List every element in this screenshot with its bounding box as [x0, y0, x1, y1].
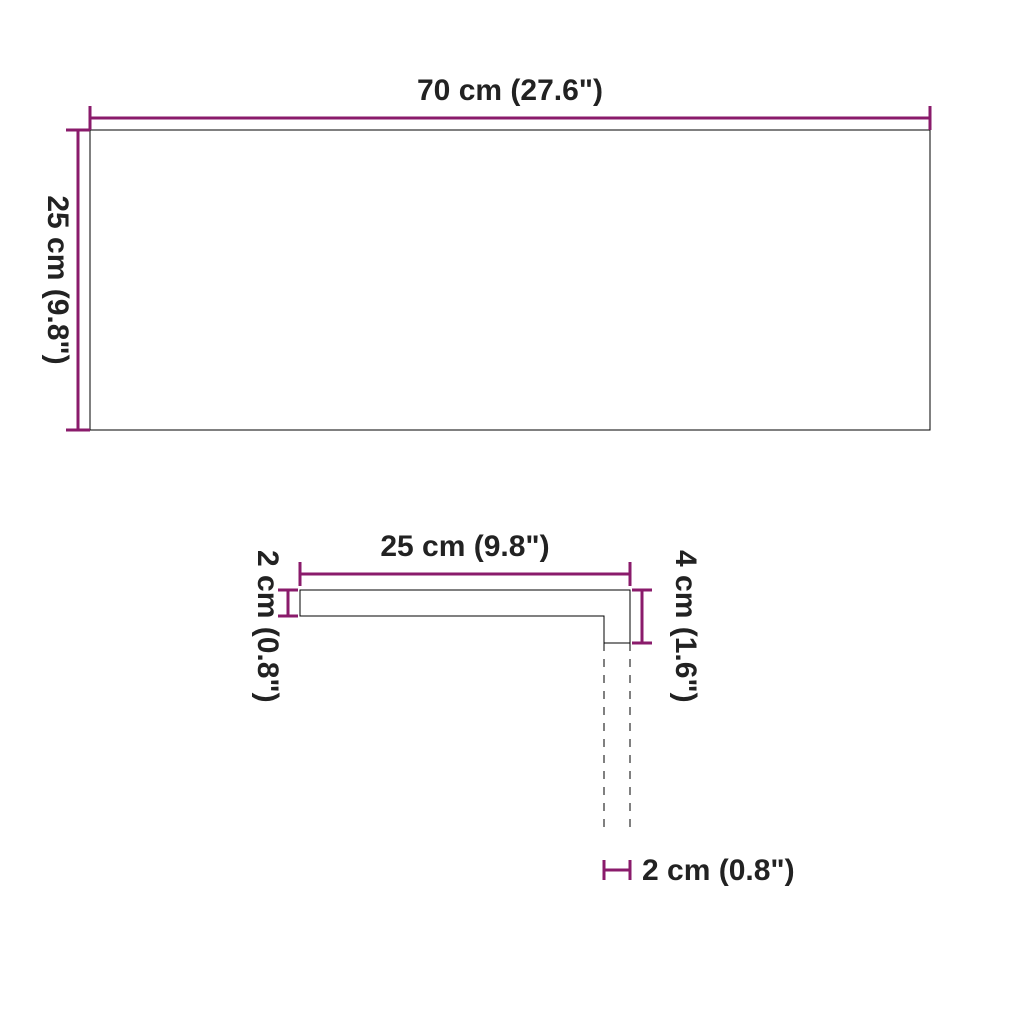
side-thickness-label: 2 cm (0.8") [251, 550, 284, 703]
top-height-label: 25 cm (9.8") [41, 195, 74, 364]
side-bottom-gap-label: 2 cm (0.8") [642, 854, 795, 887]
dimension-diagram: 70 cm (27.6") 25 cm (9.8") 25 cm (9.8") 2 c… [0, 0, 1024, 1024]
side-depth-label: 25 cm (9.8") [380, 530, 549, 563]
top-view-outline [90, 130, 930, 430]
top-width-label: 70 cm (27.6") [417, 74, 603, 107]
side-front-height-label: 4 cm (1.6") [669, 550, 702, 703]
side-profile-outline [300, 590, 630, 643]
